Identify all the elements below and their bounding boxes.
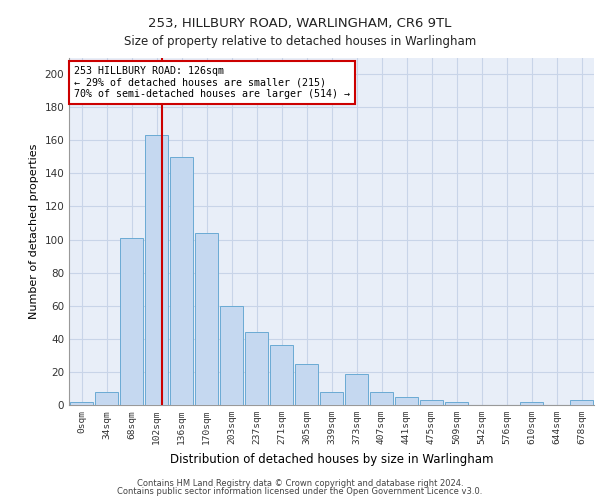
- Text: Contains public sector information licensed under the Open Government Licence v3: Contains public sector information licen…: [118, 487, 482, 496]
- Bar: [220, 306, 243, 405]
- Text: Contains HM Land Registry data © Crown copyright and database right 2024.: Contains HM Land Registry data © Crown c…: [137, 478, 463, 488]
- Bar: [270, 346, 293, 405]
- Text: Size of property relative to detached houses in Warlingham: Size of property relative to detached ho…: [124, 35, 476, 48]
- Bar: [120, 238, 143, 405]
- Bar: [520, 402, 543, 405]
- Bar: [395, 396, 418, 405]
- Bar: [320, 392, 343, 405]
- Bar: [295, 364, 318, 405]
- Bar: [170, 157, 193, 405]
- Text: 253, HILLBURY ROAD, WARLINGHAM, CR6 9TL: 253, HILLBURY ROAD, WARLINGHAM, CR6 9TL: [148, 18, 452, 30]
- Bar: [70, 402, 93, 405]
- Bar: [145, 136, 168, 405]
- Bar: [95, 392, 118, 405]
- Text: 253 HILLBURY ROAD: 126sqm
← 29% of detached houses are smaller (215)
70% of semi: 253 HILLBURY ROAD: 126sqm ← 29% of detac…: [74, 66, 350, 100]
- Bar: [420, 400, 443, 405]
- Bar: [570, 400, 593, 405]
- Bar: [245, 332, 268, 405]
- Bar: [195, 233, 218, 405]
- Bar: [445, 402, 468, 405]
- X-axis label: Distribution of detached houses by size in Warlingham: Distribution of detached houses by size …: [170, 452, 493, 466]
- Y-axis label: Number of detached properties: Number of detached properties: [29, 144, 39, 319]
- Bar: [345, 374, 368, 405]
- Bar: [370, 392, 393, 405]
